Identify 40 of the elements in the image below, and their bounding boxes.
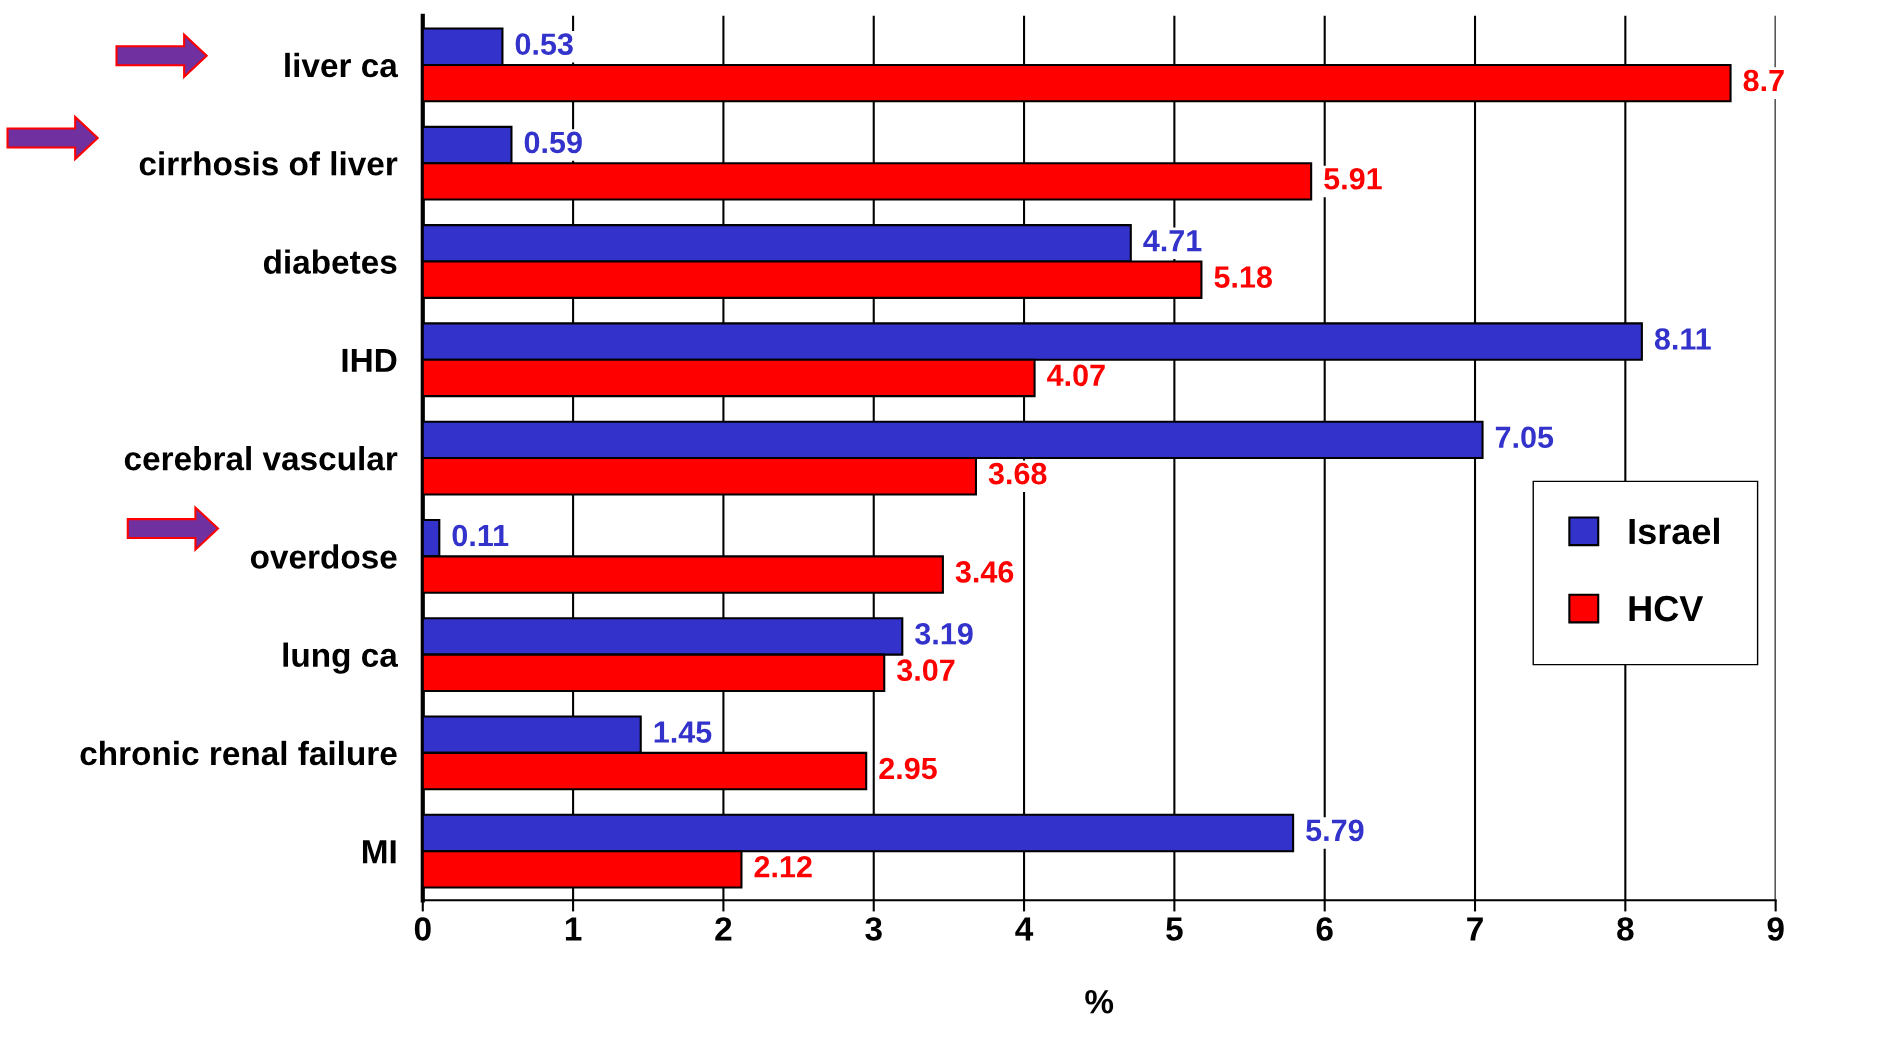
data-label: 3.46 [955, 561, 1014, 583]
x-tick-label: 1 [565, 917, 582, 941]
x-tick-label: 6 [1316, 917, 1333, 941]
data-label: 5.79 [1306, 819, 1364, 842]
data-label: 3.68 [988, 462, 1047, 485]
data-label: 8.11 [1654, 328, 1711, 350]
y-tick-label: MI [362, 840, 396, 864]
x-tick-label: 4 [1015, 917, 1034, 941]
x-tick-label: 5 [1166, 917, 1183, 941]
x-axis-title: % [1085, 989, 1114, 1014]
data-label: 5.91 [1324, 167, 1382, 190]
data-label: 3.19 [915, 623, 973, 645]
data-label: 4.71 [1143, 230, 1202, 252]
data-label: 0.53 [515, 33, 573, 55]
x-tick-label: 9 [1767, 917, 1784, 941]
y-tick-label: overdose [250, 544, 397, 569]
y-tick-label: cerebral vascular [124, 445, 398, 471]
y-tick-label: diabetes [263, 249, 397, 274]
data-label: 5.18 [1214, 266, 1272, 288]
y-tick-label: lung ca [283, 642, 398, 674]
data-label: 2.95 [879, 757, 937, 780]
y-tick-label: IHD [342, 348, 397, 372]
y-tick-label: liver ca [285, 52, 398, 78]
x-tick-label: 0 [414, 917, 431, 941]
y-tick-label: chronic renal failure [80, 740, 397, 766]
data-label: 0.11 [452, 524, 509, 547]
x-tick-label: 3 [865, 917, 882, 941]
y-tick-label: cirrhosis of liver [139, 151, 398, 176]
x-tick-label: 8 [1617, 917, 1634, 941]
legend-label: Israel [1629, 517, 1719, 545]
data-label: 4.07 [1047, 364, 1105, 387]
legend-label: HCV [1629, 595, 1704, 622]
data-label: 7.05 [1495, 426, 1554, 449]
data-label: 2.12 [754, 855, 812, 878]
data-label: 3.07 [896, 659, 955, 682]
x-tick-label: 7 [1467, 917, 1483, 941]
data-label: 8.7 [1743, 69, 1784, 92]
data-label: 1.45 [654, 721, 712, 743]
data-label: 0.59 [524, 131, 582, 154]
x-tick-label: 2 [715, 917, 732, 941]
